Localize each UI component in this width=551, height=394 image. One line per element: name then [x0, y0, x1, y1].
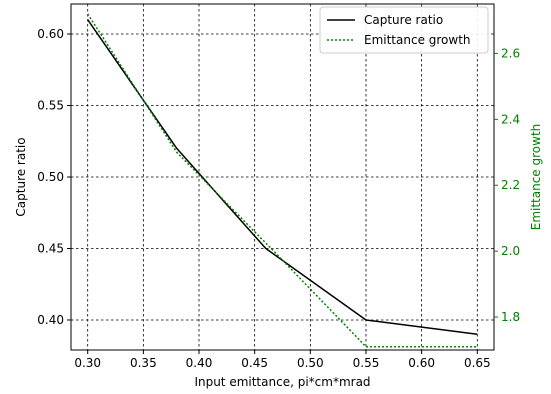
series-layer — [87, 13, 478, 348]
legend-label-capture-ratio: Capture ratio — [364, 13, 443, 27]
right-y-tick-label: 2.4 — [501, 112, 520, 126]
x-tick-label: 0.45 — [241, 356, 268, 370]
x-tick-label: 0.35 — [130, 356, 157, 370]
right-y-axis: 1.8 2.0 2.2 2.4 2.6 — [494, 46, 520, 324]
right-y-tick-label: 2.2 — [501, 178, 520, 192]
x-tick-label: 0.65 — [464, 356, 491, 370]
left-y-axis: 0.40 0.45 0.50 0.55 0.60 — [37, 27, 71, 327]
legend-label-emittance-growth: Emittance growth — [364, 33, 471, 47]
x-tick-label: 0.55 — [353, 356, 380, 370]
x-tick-label: 0.40 — [186, 356, 213, 370]
x-tick-label: 0.30 — [74, 356, 101, 370]
left-y-tick-label: 0.45 — [37, 241, 64, 255]
right-y-tick-label: 2.0 — [501, 244, 520, 258]
series-line-emittance-growth — [87, 13, 478, 348]
left-y-tick-label: 0.60 — [37, 27, 64, 41]
legend: Capture ratio Emittance growth — [319, 6, 489, 54]
right-y-tick-label: 2.6 — [501, 46, 520, 60]
x-tick-label: 0.50 — [297, 356, 324, 370]
left-y-tick-label: 0.40 — [37, 313, 64, 327]
left-axis-title: Capture ratio — [14, 137, 28, 216]
left-y-tick-label: 0.50 — [37, 170, 64, 184]
right-y-tick-label: 1.8 — [501, 310, 520, 324]
legend-box — [319, 6, 489, 54]
x-axis-title: Input emittance, pi*cm*mrad — [194, 375, 370, 389]
x-tick-label: 0.60 — [408, 356, 435, 370]
grid — [71, 4, 494, 350]
left-y-tick-label: 0.55 — [37, 99, 64, 113]
x-axis: 0.30 0.35 0.40 0.45 0.50 0.55 0.60 0.65 — [74, 350, 491, 370]
right-axis-title: Emittance growth — [529, 124, 543, 231]
